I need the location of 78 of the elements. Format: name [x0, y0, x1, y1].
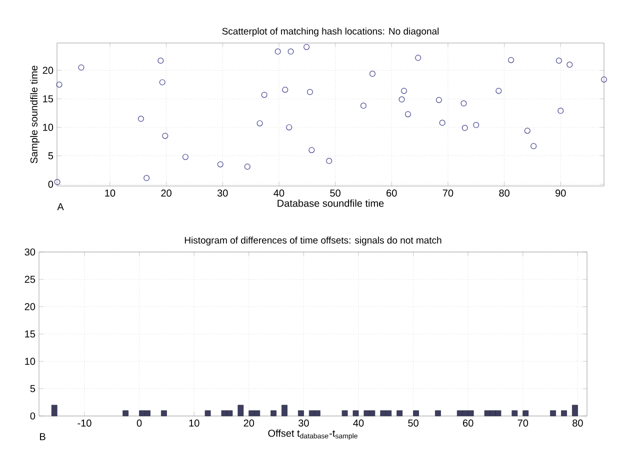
- text: A: [57, 203, 64, 210]
- x-axis-title: Offset t$_{database}$-t$_{sample}$: [268, 429, 358, 440]
- point: [256, 120, 263, 126]
- point: [308, 147, 315, 154]
- y-tick-label: 10: [25, 358, 36, 365]
- point: [556, 58, 562, 64]
- x-tick-label: 0: [136, 420, 142, 427]
- point: [558, 108, 564, 114]
- x-tick-label: 40: [274, 190, 284, 197]
- point: [496, 88, 502, 94]
- y-tick-label: 20: [24, 303, 36, 310]
- point: [326, 158, 332, 164]
- x-tick-label: 10: [105, 190, 116, 197]
- x-tick-label: 50: [330, 190, 340, 197]
- point: [304, 44, 310, 50]
- x-tick-label: 90: [556, 190, 566, 197]
- y-tick-label: 20: [42, 66, 54, 74]
- point: [274, 48, 281, 55]
- chart-title: Histogram of differences of time offsets: signals do not match: [184, 236, 442, 246]
- point: [286, 124, 292, 130]
- x-tick-label: 60: [463, 420, 474, 427]
- text: B: [40, 433, 46, 440]
- y-tick-label: 5: [30, 385, 36, 392]
- y-tick-label: 0: [30, 412, 36, 420]
- x-tick-label: 10: [189, 420, 200, 427]
- point: [415, 54, 422, 61]
- x-tick-label: 80: [572, 420, 583, 427]
- point: [78, 64, 84, 70]
- x-tick-label: 30: [298, 420, 309, 427]
- y-tick-label: 5: [48, 152, 54, 160]
- x-tick-label: 50: [408, 420, 418, 427]
- point: [159, 79, 166, 86]
- point: [138, 116, 144, 122]
- point: [54, 179, 60, 186]
- point: [56, 82, 62, 88]
- y-tick-label: 30: [24, 248, 36, 256]
- y-axis-title: Sample soundfile time: [30, 66, 40, 164]
- point: [282, 86, 288, 93]
- y-tick-label: 10: [43, 124, 54, 131]
- x-tick-label: 70: [518, 420, 528, 427]
- point: [217, 161, 224, 168]
- point: [288, 48, 294, 55]
- point: [360, 102, 366, 109]
- point: [462, 124, 468, 131]
- x-tick-label: 20: [244, 420, 254, 427]
- point: [158, 58, 164, 64]
- x-tick-label: 80: [499, 190, 510, 197]
- x-tick-label: 20: [161, 190, 172, 197]
- point: [601, 76, 608, 82]
- point: [524, 128, 530, 134]
- point: [436, 96, 442, 103]
- point: [401, 88, 408, 94]
- x-tick-label: 30: [217, 190, 228, 197]
- x-axis-title: Database soundfile time: [278, 199, 384, 207]
- point: [404, 111, 411, 118]
- point: [244, 164, 250, 170]
- point: [162, 132, 168, 139]
- point: [144, 175, 150, 182]
- x-tick-label: -10: [78, 420, 92, 427]
- x-tick-label: 60: [386, 190, 397, 197]
- y-tick-label: 15: [25, 330, 36, 338]
- chart-title: Scatterplot of matching hash locations: No diagonal: [222, 28, 439, 36]
- point: [439, 120, 446, 126]
- y-tick-label: 0: [48, 180, 54, 188]
- point: [473, 122, 480, 128]
- point: [508, 57, 514, 64]
- point: [398, 96, 405, 102]
- y-tick-label: 25: [24, 276, 36, 283]
- point: [530, 143, 537, 150]
- point: [306, 88, 313, 95]
- x-tick-label: 40: [353, 420, 364, 427]
- point: [566, 62, 573, 68]
- x-tick-label: 70: [442, 190, 454, 197]
- point: [369, 70, 376, 77]
- point: [460, 100, 467, 106]
- point: [182, 154, 188, 160]
- point: [261, 92, 268, 98]
- y-tick-label: 15: [43, 95, 54, 102]
